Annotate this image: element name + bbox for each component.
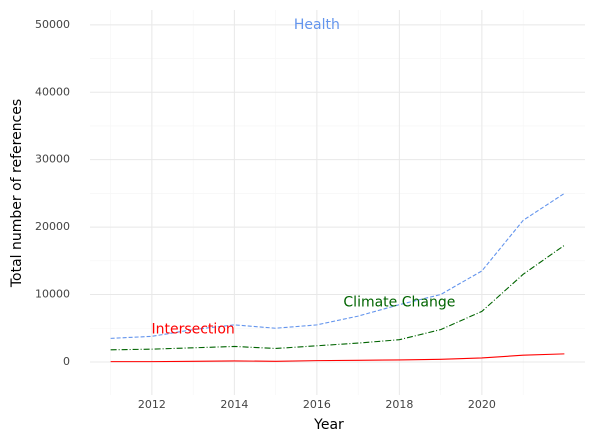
- x-tick-label: 2012: [138, 398, 166, 411]
- y-tick-label: 50000: [35, 18, 70, 31]
- x-tick-label: 2016: [303, 398, 331, 411]
- x-tick-label: 2020: [468, 398, 496, 411]
- series-annotation: Health: [294, 17, 340, 33]
- x-tick-label: 2014: [220, 398, 248, 411]
- series-line: [110, 244, 565, 351]
- series-annotation: Intersection: [151, 322, 234, 338]
- y-tick-label: 0: [63, 355, 70, 368]
- y-tick-label: 30000: [35, 153, 70, 166]
- series-line: [110, 192, 565, 339]
- y-tick-label: 20000: [35, 220, 70, 233]
- series-annotation: Climate Change: [343, 295, 455, 311]
- y-tick-label: 40000: [35, 85, 70, 98]
- y-axis-title: Total number of references: [9, 99, 25, 288]
- x-axis-title: Year: [313, 417, 344, 433]
- y-tick-label: 10000: [35, 288, 70, 301]
- x-tick-label: 2018: [385, 398, 413, 411]
- series-line: [110, 353, 565, 363]
